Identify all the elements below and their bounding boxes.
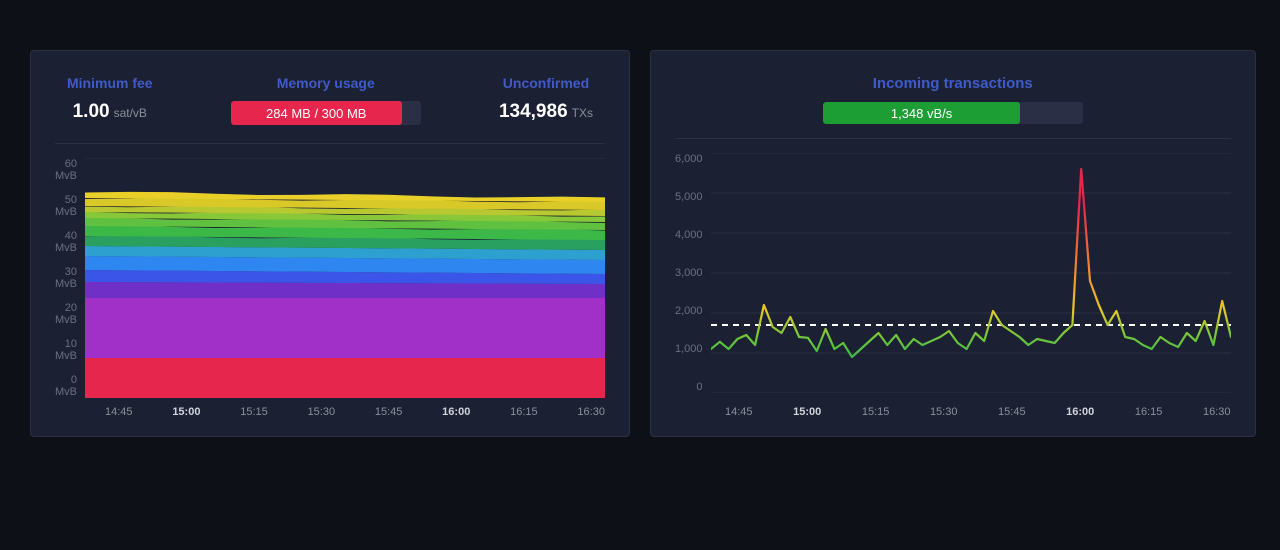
stat-unit: sat/vB [114, 106, 147, 120]
stat-memory: Memory usage 284 MB / 300 MB [231, 75, 421, 125]
panel-title: Incoming transactions [675, 75, 1231, 92]
y-axis: 60 MvB50 MvB40 MvB30 MvB20 MvB10 MvB0 Mv… [55, 158, 85, 398]
mempool-panel: Minimum fee 1.00 sat/vB Memory usage 284… [30, 50, 630, 437]
mempool-svg [85, 158, 605, 398]
stat-value: 1.00 [73, 101, 110, 123]
stat-label: Minimum fee [67, 75, 153, 91]
stat-label: Memory usage [231, 75, 421, 91]
incoming-panel: Incoming transactions 1,348 vB/s 6,0005,… [650, 50, 1256, 437]
memory-bar-fill: 284 MB / 300 MB [231, 101, 402, 125]
stat-unit: TXs [572, 106, 593, 120]
mempool-chart: 60 MvB50 MvB40 MvB30 MvB20 MvB10 MvB0 Mv… [55, 158, 605, 398]
stat-label: Unconfirmed [499, 75, 593, 91]
memory-bar: 284 MB / 300 MB [231, 101, 421, 125]
tx-rate-bar-fill: 1,348 vB/s [823, 102, 1021, 124]
x-axis: 14:4515:0015:1515:3015:4516:0016:1516:30 [55, 398, 605, 418]
incoming-header: Incoming transactions 1,348 vB/s [675, 75, 1231, 139]
x-axis: 14:4515:0015:1515:3015:4516:0016:1516:30 [675, 398, 1231, 418]
stats-row: Minimum fee 1.00 sat/vB Memory usage 284… [55, 75, 605, 144]
stat-value: 134,986 [499, 101, 568, 123]
tx-chart: 6,0005,0004,0003,0002,0001,0000 [675, 153, 1231, 398]
stat-min-fee: Minimum fee 1.00 sat/vB [67, 75, 153, 125]
tx-svg [711, 153, 1231, 393]
stat-unconfirmed: Unconfirmed 134,986 TXs [499, 75, 593, 125]
y-axis: 6,0005,0004,0003,0002,0001,0000 [675, 153, 711, 393]
tx-rate-bar: 1,348 vB/s [823, 102, 1083, 124]
